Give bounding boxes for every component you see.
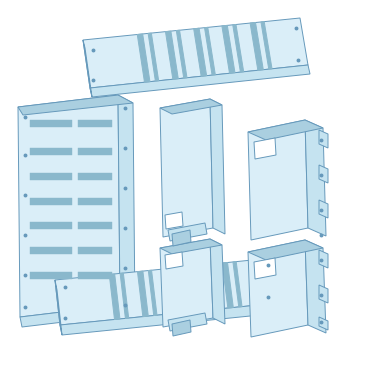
Polygon shape xyxy=(18,95,133,115)
Polygon shape xyxy=(55,258,278,325)
Polygon shape xyxy=(205,264,214,310)
Polygon shape xyxy=(78,173,112,180)
Polygon shape xyxy=(166,268,177,314)
Polygon shape xyxy=(78,148,112,155)
Polygon shape xyxy=(222,263,233,308)
Polygon shape xyxy=(319,250,328,268)
Polygon shape xyxy=(18,95,120,317)
Polygon shape xyxy=(254,138,276,159)
Polygon shape xyxy=(90,65,310,97)
Polygon shape xyxy=(248,120,308,240)
Polygon shape xyxy=(233,262,242,307)
Polygon shape xyxy=(176,267,185,313)
Polygon shape xyxy=(160,239,222,254)
Polygon shape xyxy=(148,270,157,316)
Polygon shape xyxy=(78,198,112,205)
Polygon shape xyxy=(148,33,159,81)
Polygon shape xyxy=(305,120,326,236)
Polygon shape xyxy=(30,198,72,205)
Polygon shape xyxy=(165,212,183,229)
Polygon shape xyxy=(83,18,308,88)
Polygon shape xyxy=(120,273,129,318)
Polygon shape xyxy=(20,305,122,327)
Polygon shape xyxy=(55,280,62,335)
Polygon shape xyxy=(166,31,178,79)
Polygon shape xyxy=(30,148,72,155)
Polygon shape xyxy=(30,222,72,229)
Polygon shape xyxy=(261,22,272,69)
Polygon shape xyxy=(176,30,187,78)
Polygon shape xyxy=(60,303,280,335)
Polygon shape xyxy=(78,120,112,127)
Polygon shape xyxy=(194,265,205,311)
Polygon shape xyxy=(160,239,213,327)
Polygon shape xyxy=(250,22,263,70)
Polygon shape xyxy=(319,317,328,330)
Polygon shape xyxy=(168,313,207,331)
Polygon shape xyxy=(319,130,328,148)
Polygon shape xyxy=(30,247,72,254)
Polygon shape xyxy=(137,271,148,316)
Polygon shape xyxy=(78,222,112,229)
Polygon shape xyxy=(30,272,72,279)
Polygon shape xyxy=(222,25,235,73)
Polygon shape xyxy=(194,28,207,76)
Polygon shape xyxy=(172,230,191,246)
Polygon shape xyxy=(160,99,222,114)
Polygon shape xyxy=(137,34,150,82)
Polygon shape xyxy=(305,240,326,333)
Polygon shape xyxy=(30,120,72,127)
Polygon shape xyxy=(210,239,225,324)
Polygon shape xyxy=(109,274,120,320)
Polygon shape xyxy=(204,27,215,75)
Polygon shape xyxy=(118,95,135,313)
Polygon shape xyxy=(30,173,72,180)
Polygon shape xyxy=(248,240,323,260)
Polygon shape xyxy=(78,272,112,279)
Polygon shape xyxy=(233,25,244,72)
Polygon shape xyxy=(248,120,323,140)
Polygon shape xyxy=(248,240,308,337)
Polygon shape xyxy=(172,320,191,336)
Polygon shape xyxy=(319,285,328,303)
Polygon shape xyxy=(78,247,112,254)
Polygon shape xyxy=(83,40,92,97)
Polygon shape xyxy=(254,258,276,279)
Polygon shape xyxy=(319,200,328,218)
Polygon shape xyxy=(210,99,225,234)
Polygon shape xyxy=(168,223,207,241)
Polygon shape xyxy=(165,252,183,269)
Polygon shape xyxy=(160,99,213,237)
Polygon shape xyxy=(319,165,328,183)
